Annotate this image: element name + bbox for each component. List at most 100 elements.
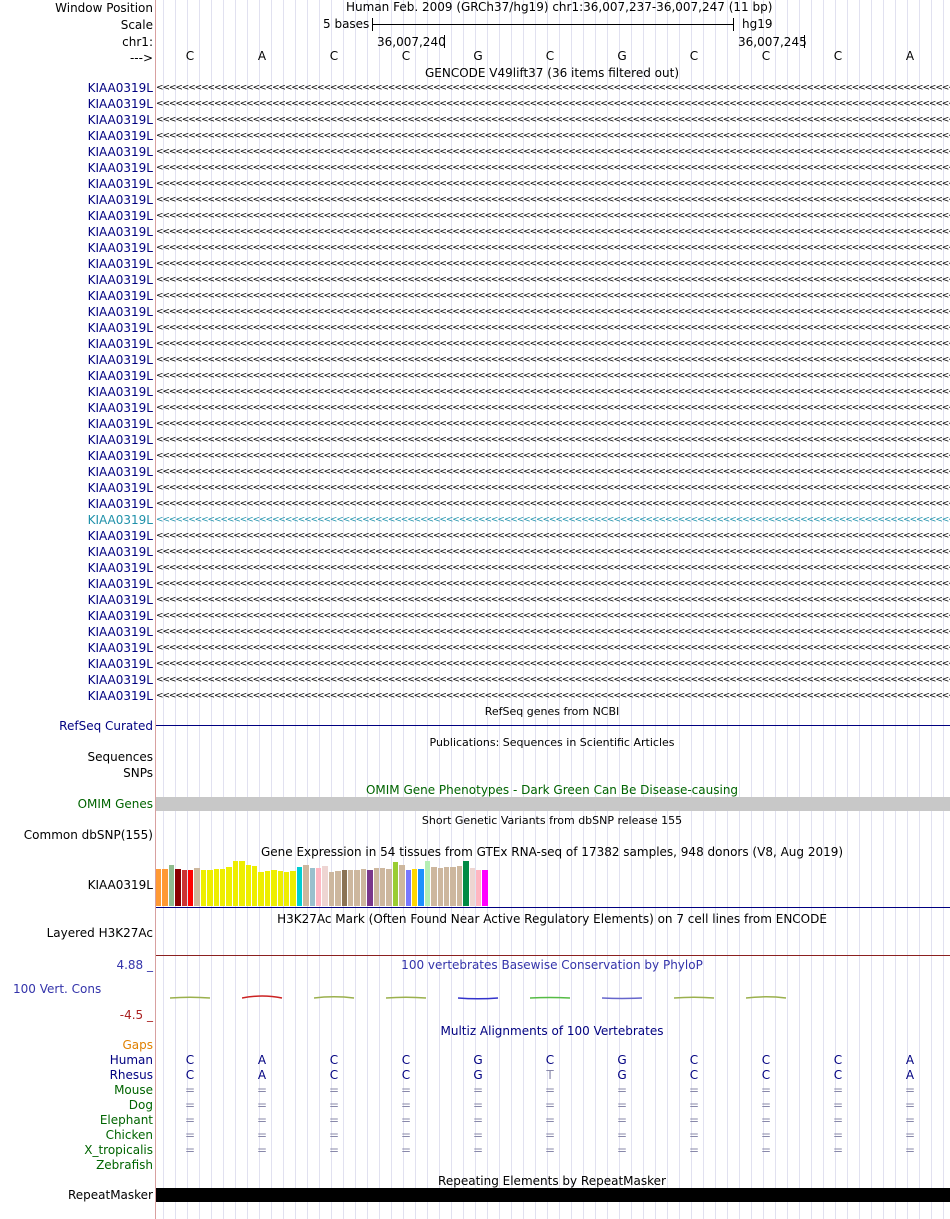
gencode-item-label[interactable]: KIAA0319L <box>87 689 153 703</box>
gencode-item-label[interactable]: KIAA0319L <box>87 641 153 655</box>
gtex-tissue-bar[interactable] <box>405 870 411 906</box>
gencode-item-label[interactable]: KIAA0319L <box>87 417 153 431</box>
gencode-transcript-line[interactable]: <<<<<<<<<<<<<<<<<<<<<<<<<<<<<<<<<<<<<<<<… <box>156 692 950 701</box>
gencode-item-label[interactable]: KIAA0319L <box>87 81 153 95</box>
gencode-item-label[interactable]: KIAA0319L <box>87 545 153 559</box>
gtex-tissue-bar[interactable] <box>322 866 328 906</box>
gtex-tissue-bar[interactable] <box>316 868 322 906</box>
gtex-tissue-bar[interactable] <box>309 868 315 906</box>
gtex-tissue-bar[interactable] <box>162 869 168 906</box>
publications-label-snps[interactable]: SNPs <box>123 766 153 780</box>
gencode-transcript-line[interactable]: <<<<<<<<<<<<<<<<<<<<<<<<<<<<<<<<<<<<<<<<… <box>156 500 950 509</box>
gencode-transcript-line[interactable]: <<<<<<<<<<<<<<<<<<<<<<<<<<<<<<<<<<<<<<<<… <box>156 116 950 125</box>
gencode-item-label[interactable]: KIAA0319L <box>87 241 153 255</box>
gencode-transcript-line[interactable]: <<<<<<<<<<<<<<<<<<<<<<<<<<<<<<<<<<<<<<<<… <box>156 292 950 301</box>
gtex-tissue-bar[interactable] <box>360 869 367 906</box>
gtex-tissue-bar[interactable] <box>213 869 219 906</box>
refseq-track-title[interactable]: RefSeq genes from NCBI <box>484 705 620 718</box>
multiz-species-label[interactable]: Zebrafish <box>96 1158 153 1172</box>
gtex-tissue-bar[interactable] <box>245 865 251 906</box>
gtex-tissue-bar[interactable] <box>348 870 354 906</box>
gtex-tissue-bar[interactable] <box>264 871 271 906</box>
gtex-tissue-bar[interactable] <box>424 861 431 906</box>
gtex-tissue-bar[interactable] <box>168 865 175 906</box>
h3k27ac-label[interactable]: Layered H3K27Ac <box>46 926 153 940</box>
conservation-mark[interactable] <box>602 991 652 1003</box>
gencode-transcript-line[interactable]: <<<<<<<<<<<<<<<<<<<<<<<<<<<<<<<<<<<<<<<<… <box>156 228 950 237</box>
gtex-tissue-bar[interactable] <box>252 866 258 906</box>
gencode-transcript-line[interactable]: <<<<<<<<<<<<<<<<<<<<<<<<<<<<<<<<<<<<<<<<… <box>156 516 950 525</box>
gencode-item-label[interactable]: KIAA0319L <box>87 97 153 111</box>
conservation-mark[interactable] <box>170 991 220 1003</box>
gencode-item-label[interactable]: KIAA0319L <box>87 449 153 463</box>
gencode-item-label[interactable]: KIAA0319L <box>87 385 153 399</box>
gencode-item-label[interactable]: KIAA0319L <box>87 353 153 367</box>
multiz-species-label[interactable]: Rhesus <box>109 1068 153 1082</box>
conservation-mark[interactable] <box>386 991 436 1003</box>
refseq-gene-line[interactable] <box>156 725 950 726</box>
gtex-tissue-bar[interactable] <box>450 867 456 906</box>
gencode-transcript-line[interactable]: <<<<<<<<<<<<<<<<<<<<<<<<<<<<<<<<<<<<<<<<… <box>156 132 950 141</box>
gencode-item-label[interactable]: KIAA0319L <box>87 225 153 239</box>
conservation-mark[interactable] <box>746 991 796 1003</box>
gencode-item-label[interactable]: KIAA0319L <box>87 209 153 223</box>
gencode-transcript-line[interactable]: <<<<<<<<<<<<<<<<<<<<<<<<<<<<<<<<<<<<<<<<… <box>156 484 950 493</box>
assembly-position-text[interactable]: Human Feb. 2009 (GRCh37/hg19) chr1:36,00… <box>346 0 773 14</box>
gencode-item-label[interactable]: KIAA0319L <box>87 145 153 159</box>
gencode-transcript-line[interactable]: <<<<<<<<<<<<<<<<<<<<<<<<<<<<<<<<<<<<<<<<… <box>156 100 950 109</box>
gtex-tissue-bar[interactable] <box>271 870 277 906</box>
gencode-transcript-line[interactable]: <<<<<<<<<<<<<<<<<<<<<<<<<<<<<<<<<<<<<<<<… <box>156 196 950 205</box>
gencode-item-label[interactable]: KIAA0319L <box>87 177 153 191</box>
gencode-transcript-line[interactable]: <<<<<<<<<<<<<<<<<<<<<<<<<<<<<<<<<<<<<<<<… <box>156 644 950 653</box>
omim-track-title[interactable]: OMIM Gene Phenotypes - Dark Green Can Be… <box>365 783 739 797</box>
gencode-item-label[interactable]: KIAA0319L <box>87 401 153 415</box>
gencode-transcript-line[interactable]: <<<<<<<<<<<<<<<<<<<<<<<<<<<<<<<<<<<<<<<<… <box>156 676 950 685</box>
gtex-tissue-bar[interactable] <box>354 870 360 906</box>
conservation-mark[interactable] <box>530 991 580 1003</box>
gtex-tissue-bar[interactable] <box>463 861 469 906</box>
gencode-item-label[interactable]: KIAA0319L <box>87 257 153 271</box>
gencode-transcript-line[interactable]: <<<<<<<<<<<<<<<<<<<<<<<<<<<<<<<<<<<<<<<<… <box>156 324 950 333</box>
gencode-transcript-line[interactable]: <<<<<<<<<<<<<<<<<<<<<<<<<<<<<<<<<<<<<<<<… <box>156 372 950 381</box>
gencode-item-label[interactable]: KIAA0319L <box>87 609 153 623</box>
gtex-tissue-bar[interactable] <box>335 871 341 906</box>
gencode-item-label[interactable]: KIAA0319L <box>87 129 153 143</box>
gtex-tissue-bar[interactable] <box>194 868 200 906</box>
h3k27ac-track-title[interactable]: H3K27Ac Mark (Often Found Near Active Re… <box>277 912 827 926</box>
repeatmasker-bar[interactable] <box>156 1188 950 1202</box>
conservation-label[interactable]: 100 Vert. Cons <box>13 982 102 996</box>
repeatmasker-track-title[interactable]: Repeating Elements by RepeatMasker <box>438 1174 666 1188</box>
gencode-transcript-line[interactable]: <<<<<<<<<<<<<<<<<<<<<<<<<<<<<<<<<<<<<<<<… <box>156 388 950 397</box>
gencode-transcript-line[interactable]: <<<<<<<<<<<<<<<<<<<<<<<<<<<<<<<<<<<<<<<<… <box>156 660 950 669</box>
gencode-transcript-line[interactable]: <<<<<<<<<<<<<<<<<<<<<<<<<<<<<<<<<<<<<<<<… <box>156 84 950 93</box>
multiz-species-label[interactable]: Elephant <box>99 1113 153 1127</box>
gencode-item-label[interactable]: KIAA0319L <box>87 113 153 127</box>
gtex-track-title[interactable]: Gene Expression in 54 tissues from GTEx … <box>260 845 844 859</box>
multiz-species-label[interactable]: Mouse <box>114 1083 153 1097</box>
gtex-label[interactable]: KIAA0319L <box>87 878 153 892</box>
gencode-item-label[interactable]: KIAA0319L <box>87 337 153 351</box>
gencode-transcript-line[interactable]: <<<<<<<<<<<<<<<<<<<<<<<<<<<<<<<<<<<<<<<<… <box>156 452 950 461</box>
gtex-tissue-bar[interactable] <box>373 868 379 906</box>
gtex-tissue-bar[interactable] <box>482 870 488 906</box>
gtex-tissue-bar[interactable] <box>200 870 207 906</box>
gtex-tissue-bar[interactable] <box>258 872 264 906</box>
gencode-transcript-line[interactable]: <<<<<<<<<<<<<<<<<<<<<<<<<<<<<<<<<<<<<<<<… <box>156 436 950 445</box>
conservation-mark[interactable] <box>314 991 364 1003</box>
gencode-transcript-line[interactable]: <<<<<<<<<<<<<<<<<<<<<<<<<<<<<<<<<<<<<<<<… <box>156 276 950 285</box>
gtex-tissue-bar[interactable] <box>239 861 245 906</box>
gencode-transcript-line[interactable]: <<<<<<<<<<<<<<<<<<<<<<<<<<<<<<<<<<<<<<<<… <box>156 564 950 573</box>
gencode-item-label[interactable]: KIAA0319L <box>87 305 153 319</box>
gtex-tissue-bar[interactable] <box>290 871 296 906</box>
gencode-transcript-line[interactable]: <<<<<<<<<<<<<<<<<<<<<<<<<<<<<<<<<<<<<<<<… <box>156 404 950 413</box>
conservation-mark[interactable] <box>674 991 724 1003</box>
gtex-tissue-bar[interactable] <box>418 869 424 906</box>
gencode-transcript-line[interactable]: <<<<<<<<<<<<<<<<<<<<<<<<<<<<<<<<<<<<<<<<… <box>156 580 950 589</box>
gencode-item-label[interactable]: KIAA0319L <box>87 369 153 383</box>
publications-label-sequences[interactable]: Sequences <box>87 750 153 764</box>
gencode-item-label[interactable]: KIAA0319L <box>87 625 153 639</box>
conservation-track-title[interactable]: 100 vertebrates Basewise Conservation by… <box>401 958 703 972</box>
gencode-item-label[interactable]: KIAA0319L <box>87 673 153 687</box>
gtex-tissue-bar[interactable] <box>412 869 418 906</box>
gtex-tissue-bar[interactable] <box>277 871 283 906</box>
